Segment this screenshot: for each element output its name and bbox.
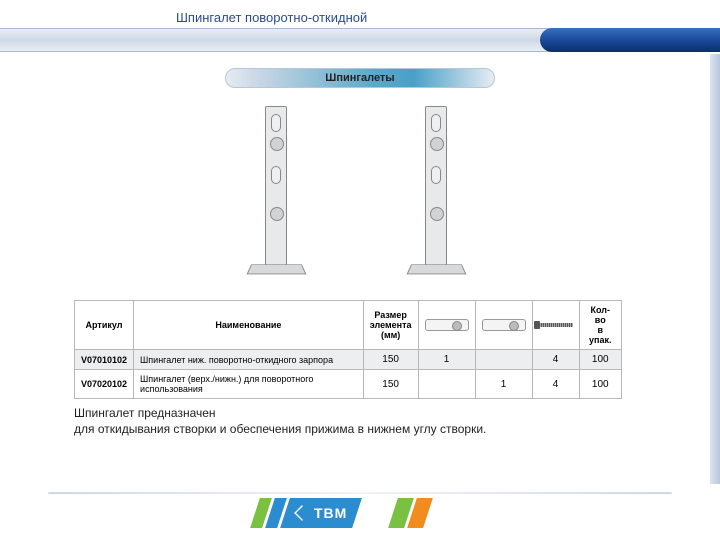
logo-main: ТВМ (280, 498, 362, 528)
cell-c2 (475, 350, 532, 370)
cell-c3: 4 (532, 350, 579, 370)
cell-size: 150 (363, 350, 418, 370)
screw-icon (539, 323, 573, 327)
bolt-left (235, 106, 325, 286)
th-article: Артикул (75, 301, 134, 350)
th-icon-screw (532, 301, 579, 350)
th-qty: Кол-во в упак. (579, 301, 621, 350)
side-accent (710, 54, 720, 484)
th-icon-plate2 (475, 301, 532, 350)
cell-c2: 1 (475, 370, 532, 399)
cell-article: V07010102 (75, 350, 134, 370)
cell-qty: 100 (579, 350, 621, 370)
plate-icon (425, 319, 469, 331)
logo-text: ТВМ (294, 505, 347, 521)
section-tab-label: Шпингалеты (325, 72, 394, 84)
th-size: Размер элемента (мм) (363, 301, 418, 350)
spec-table: Артикул Наименование Размер элемента (мм… (74, 300, 622, 399)
description: Шпингалет предназначен для откидывания с… (74, 405, 622, 437)
th-icon-plate (418, 301, 475, 350)
header-accent (540, 28, 720, 52)
desc-line2: для откидывания створки и обеспечения пр… (74, 421, 622, 437)
page-title: Шпингалет поворотно-откидной (176, 10, 367, 25)
cell-c1 (418, 370, 475, 399)
desc-line1: Шпингалет предназначен (74, 405, 622, 421)
brand-logo: ТВМ (255, 498, 465, 528)
cell-c1: 1 (418, 350, 475, 370)
cell-article: V07020102 (75, 370, 134, 399)
th-name: Наименование (134, 301, 364, 350)
cell-name: Шпингалет ниж. поворотно-откидного зарпо… (134, 350, 364, 370)
bolt-right (395, 106, 485, 286)
table-row: V07020102 Шпингалет (верх./нижн.) для по… (75, 370, 622, 399)
table-row: V07010102 Шпингалет ниж. поворотно-откид… (75, 350, 622, 370)
section-tab: Шпингалеты (225, 68, 495, 88)
cell-name: Шпингалет (верх./нижн.) для поворотного … (134, 370, 364, 399)
product-illustration (200, 96, 520, 286)
cell-c3: 4 (532, 370, 579, 399)
plate-icon (482, 319, 526, 331)
footer-divider (48, 492, 672, 494)
cell-size: 150 (363, 370, 418, 399)
cell-qty: 100 (579, 370, 621, 399)
